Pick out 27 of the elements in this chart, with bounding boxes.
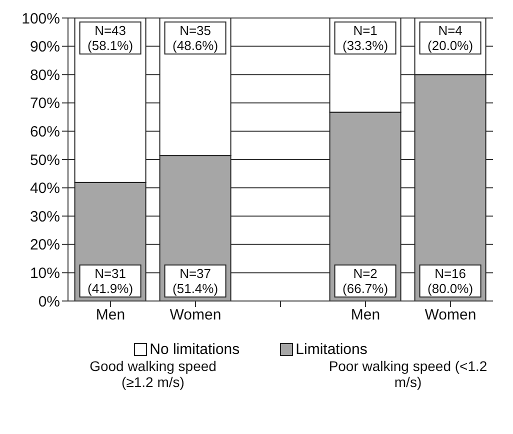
data-label: N=16 (80.0%) [428,266,474,296]
y-tick-label: 10% [30,265,60,282]
y-tick-label: 50% [30,152,60,169]
x-tick-label: Women [424,306,476,324]
legend-label: No limitations [148,341,240,358]
y-tick-label: 80% [30,66,60,84]
x-tick-label: Women [170,306,222,324]
data-label: N=1 (33.3%) [342,23,388,53]
data-label: N=43 (58.1%) [88,23,134,53]
data-label: N=4 (20.0%) [428,23,474,53]
data-label: N=35 (48.6%) [172,23,218,53]
y-tick-label: 0% [38,293,60,310]
x-tick-label: Men [350,306,380,324]
text: Poor walking speed (<1.2 m/s) [328,358,488,390]
data-label: N=2 (66.7%) [342,266,388,296]
y-tick-label: 70% [30,95,60,112]
data-label: N=37 (51.4%) [172,266,218,296]
legend-label: Limitations [294,341,368,358]
y-tick-label: 30% [30,208,60,226]
y-tick-label: 60% [30,124,60,141]
y-tick-label: 90% [30,38,60,56]
y-tick-label: 20% [30,236,60,254]
x-tick-label: Men [96,306,126,324]
y-tick-label: 40% [30,180,60,198]
data-label: N=31 (41.9%) [88,266,134,296]
text: Good walking speed (≥1.2 m/s) [88,358,218,390]
y-tick-label: 100% [22,10,60,28]
